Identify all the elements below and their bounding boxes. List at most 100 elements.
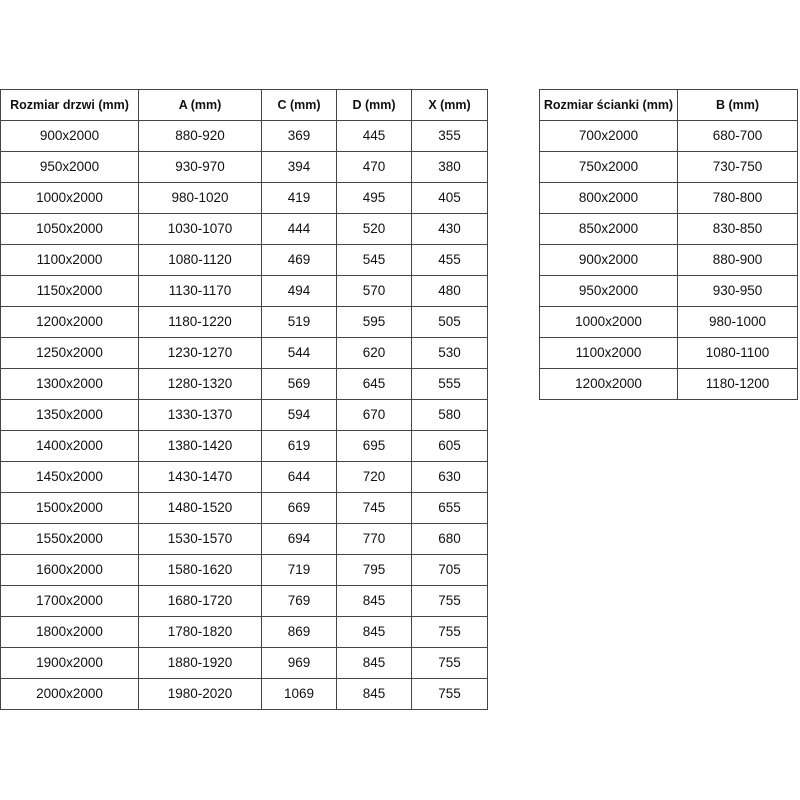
table-cell: 355	[411, 120, 488, 152]
table-cell: 669	[261, 492, 337, 524]
table-cell: 745	[336, 492, 412, 524]
table-cell: 1180-1220	[138, 306, 262, 338]
table-cell: 445	[336, 120, 412, 152]
table-cell: 1080-1100	[677, 337, 798, 369]
table-cell: 1230-1270	[138, 337, 262, 369]
table-row: 1800x2000 1780-1820 869 845 755	[0, 616, 488, 648]
table-cell: 2000x2000	[0, 678, 139, 710]
table-cell: 1480-1520	[138, 492, 262, 524]
table-cell: 444	[261, 213, 337, 245]
table-cell: 755	[411, 616, 488, 648]
table-cell: 1200x2000	[539, 368, 678, 400]
table-cell: 495	[336, 182, 412, 214]
table-cell: 900x2000	[0, 120, 139, 152]
table-cell: 980-1000	[677, 306, 798, 338]
table-row: 1900x2000 1880-1920 969 845 755	[0, 647, 488, 679]
table-cell: 1000x2000	[539, 306, 678, 338]
table-row: 1200x2000 1180-1200	[539, 368, 798, 400]
table-cell: 545	[336, 244, 412, 276]
table-cell: 394	[261, 151, 337, 183]
table-cell: 520	[336, 213, 412, 245]
table-cell: 1080-1120	[138, 244, 262, 276]
column-header: A (mm)	[138, 89, 262, 121]
table-cell: 1530-1570	[138, 523, 262, 555]
table-cell: 695	[336, 430, 412, 462]
table-cell: 1550x2000	[0, 523, 139, 555]
table-cell: 930-970	[138, 151, 262, 183]
table-row: 950x2000 930-950	[539, 275, 798, 307]
table-row: 1700x2000 1680-1720 769 845 755	[0, 585, 488, 617]
table-cell: 670	[336, 399, 412, 431]
table-cell: 630	[411, 461, 488, 493]
table-row: 1150x2000 1130-1170 494 570 480	[0, 275, 488, 307]
table-cell: 419	[261, 182, 337, 214]
table-cell: 405	[411, 182, 488, 214]
table-cell: 950x2000	[539, 275, 678, 307]
table-cell: 1069	[261, 678, 337, 710]
table-cell: 530	[411, 337, 488, 369]
table-cell: 1350x2000	[0, 399, 139, 431]
table-cell: 494	[261, 275, 337, 307]
column-header: B (mm)	[677, 89, 798, 121]
table-cell: 1130-1170	[138, 275, 262, 307]
table-cell: 705	[411, 554, 488, 586]
table-cell: 869	[261, 616, 337, 648]
table-cell: 1900x2000	[0, 647, 139, 679]
table-cell: 380	[411, 151, 488, 183]
wall-sizes-table: Rozmiar ścianki (mm) B (mm) 700x2000 680-7…	[539, 89, 798, 400]
table-cell: 1580-1620	[138, 554, 262, 586]
table-cell: 980-1020	[138, 182, 262, 214]
table-cell: 850x2000	[539, 213, 678, 245]
table-cell: 755	[411, 585, 488, 617]
table-cell: 1180-1200	[677, 368, 798, 400]
table-cell: 1400x2000	[0, 430, 139, 462]
table-cell: 505	[411, 306, 488, 338]
table-cell: 1030-1070	[138, 213, 262, 245]
table-row: 700x2000 680-700	[539, 120, 798, 152]
table-cell: 644	[261, 461, 337, 493]
table-cell: 620	[336, 337, 412, 369]
table-cell: 569	[261, 368, 337, 400]
table-cell: 570	[336, 275, 412, 307]
table-row: 1550x2000 1530-1570 694 770 680	[0, 523, 488, 555]
table-row: 900x2000 880-900	[539, 244, 798, 276]
table-cell: 1300x2000	[0, 368, 139, 400]
header-row: Rozmiar ścianki (mm) B (mm)	[539, 89, 798, 121]
table-cell: 430	[411, 213, 488, 245]
table-row: 1400x2000 1380-1420 619 695 605	[0, 430, 488, 462]
table-cell: 580	[411, 399, 488, 431]
table-cell: 1380-1420	[138, 430, 262, 462]
column-header: X (mm)	[411, 89, 488, 121]
table-cell: 720	[336, 461, 412, 493]
table-row: 1050x2000 1030-1070 444 520 430	[0, 213, 488, 245]
table-cell: 694	[261, 523, 337, 555]
table-cell: 595	[336, 306, 412, 338]
table-cell: 880-920	[138, 120, 262, 152]
table-cell: 755	[411, 647, 488, 679]
table-cell: 1430-1470	[138, 461, 262, 493]
table-row: 800x2000 780-800	[539, 182, 798, 214]
table-cell: 645	[336, 368, 412, 400]
table-cell: 830-850	[677, 213, 798, 245]
table-cell: 755	[411, 678, 488, 710]
table-cell: 700x2000	[539, 120, 678, 152]
table-cell: 1980-2020	[138, 678, 262, 710]
column-header: Rozmiar drzwi (mm)	[0, 89, 139, 121]
table-cell: 969	[261, 647, 337, 679]
table-cell: 845	[336, 585, 412, 617]
table-cell: 845	[336, 616, 412, 648]
table-cell: 780-800	[677, 182, 798, 214]
table-cell: 1680-1720	[138, 585, 262, 617]
table-cell: 1780-1820	[138, 616, 262, 648]
table-cell: 619	[261, 430, 337, 462]
table-cell: 750x2000	[539, 151, 678, 183]
table-cell: 605	[411, 430, 488, 462]
table-cell: 1500x2000	[0, 492, 139, 524]
table-cell: 1200x2000	[0, 306, 139, 338]
column-header: Rozmiar ścianki (mm)	[539, 89, 678, 121]
table-cell: 770	[336, 523, 412, 555]
table-cell: 1000x2000	[0, 182, 139, 214]
table-row: 950x2000 930-970 394 470 380	[0, 151, 488, 183]
table-row: 1200x2000 1180-1220 519 595 505	[0, 306, 488, 338]
table-cell: 469	[261, 244, 337, 276]
